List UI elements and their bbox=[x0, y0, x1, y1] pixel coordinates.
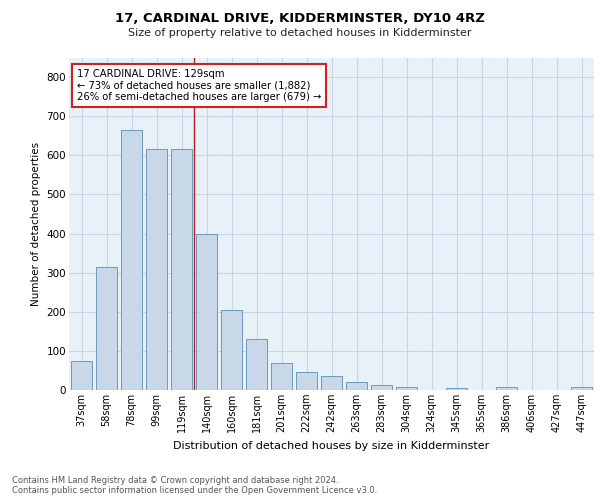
Bar bbox=[221, 310, 242, 390]
Bar bbox=[96, 267, 117, 390]
Y-axis label: Number of detached properties: Number of detached properties bbox=[31, 142, 41, 306]
Bar bbox=[246, 339, 267, 390]
Bar bbox=[446, 388, 467, 390]
X-axis label: Distribution of detached houses by size in Kidderminster: Distribution of detached houses by size … bbox=[173, 440, 490, 450]
Bar bbox=[496, 387, 517, 390]
Bar bbox=[171, 150, 192, 390]
Text: Contains HM Land Registry data © Crown copyright and database right 2024.
Contai: Contains HM Land Registry data © Crown c… bbox=[12, 476, 377, 495]
Bar bbox=[571, 387, 592, 390]
Text: Size of property relative to detached houses in Kidderminster: Size of property relative to detached ho… bbox=[128, 28, 472, 38]
Bar bbox=[346, 382, 367, 390]
Text: 17 CARDINAL DRIVE: 129sqm
← 73% of detached houses are smaller (1,882)
26% of se: 17 CARDINAL DRIVE: 129sqm ← 73% of detac… bbox=[77, 69, 321, 102]
Bar bbox=[196, 234, 217, 390]
Bar bbox=[121, 130, 142, 390]
Bar bbox=[296, 372, 317, 390]
Bar bbox=[71, 360, 92, 390]
Bar bbox=[321, 376, 342, 390]
Bar bbox=[371, 386, 392, 390]
Text: 17, CARDINAL DRIVE, KIDDERMINSTER, DY10 4RZ: 17, CARDINAL DRIVE, KIDDERMINSTER, DY10 … bbox=[115, 12, 485, 26]
Bar bbox=[396, 388, 417, 390]
Bar bbox=[271, 362, 292, 390]
Bar bbox=[146, 150, 167, 390]
